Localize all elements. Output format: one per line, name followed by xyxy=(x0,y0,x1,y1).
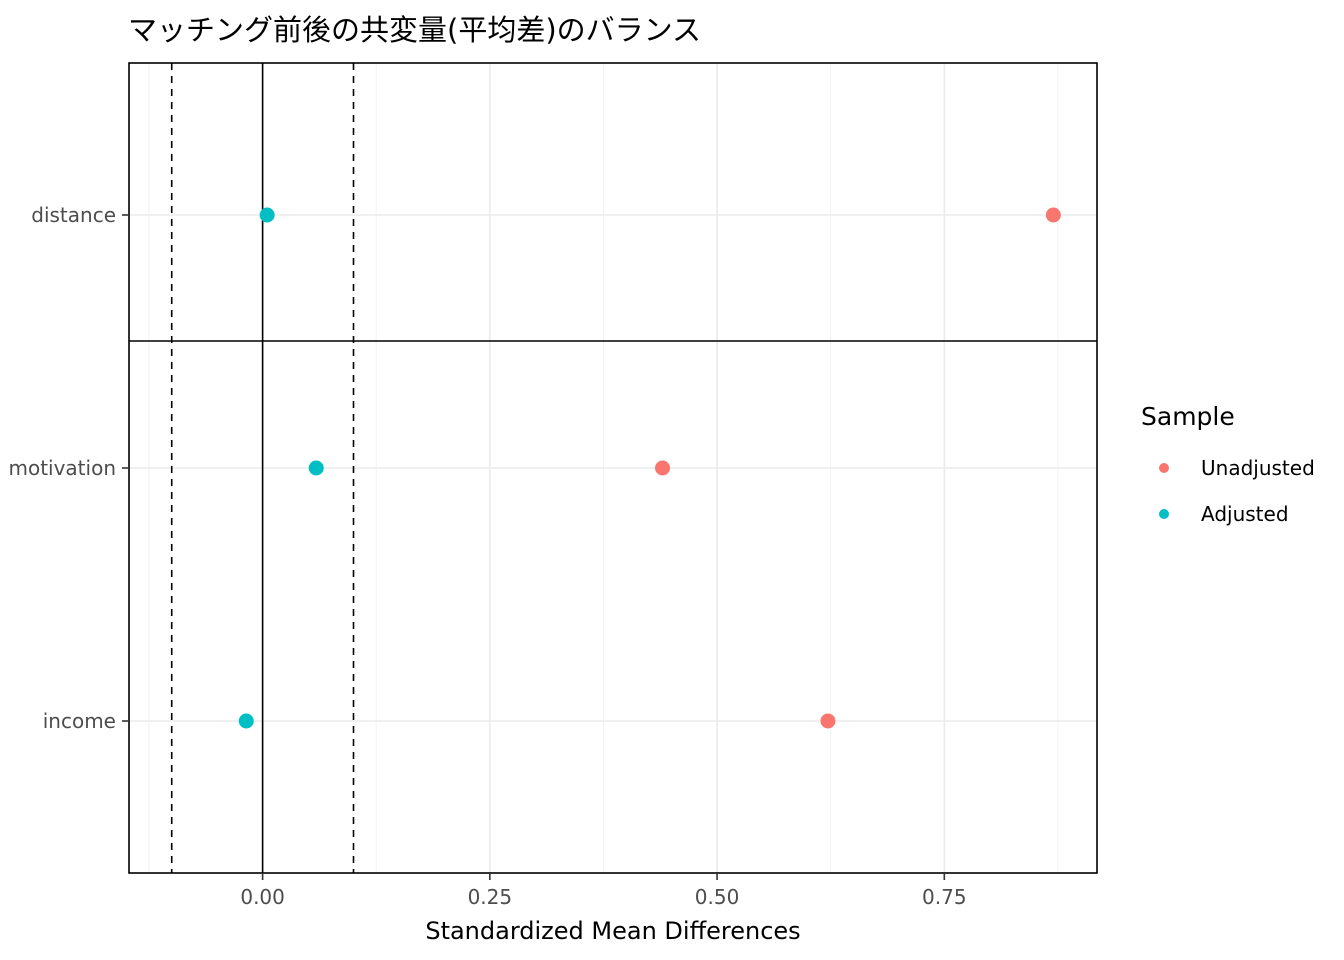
legend-label-unadjusted: Unadjusted xyxy=(1201,456,1315,480)
y-tick-label: income xyxy=(43,709,116,733)
legend-key-adjusted xyxy=(1159,509,1169,519)
y-tick-label: motivation xyxy=(8,456,116,480)
x-tick-label: 0.75 xyxy=(922,885,967,909)
point-adjusted-motivation xyxy=(308,460,324,476)
point-adjusted-income xyxy=(238,713,254,729)
legend-title: Sample xyxy=(1141,402,1235,431)
x-tick-label: 0.00 xyxy=(240,885,285,909)
x-tick-label: 0.50 xyxy=(695,885,740,909)
legend-label-adjusted: Adjusted xyxy=(1201,502,1289,526)
point-adjusted-distance xyxy=(259,207,275,223)
plot-area: distance motivation income 0.00 0.25 0.50 0.75 xyxy=(8,62,1098,909)
point-unadjusted-distance xyxy=(1045,207,1061,223)
legend-key-unadjusted xyxy=(1159,463,1169,473)
point-unadjusted-income xyxy=(820,713,836,729)
point-unadjusted-motivation xyxy=(655,460,671,476)
y-tick-label: distance xyxy=(31,203,116,227)
chart-title: マッチング前後の共変量(平均差)のバランス xyxy=(128,13,701,47)
legend: Sample Unadjusted Adjusted xyxy=(1141,402,1315,526)
x-tick-label: 0.25 xyxy=(468,885,513,909)
x-axis-title: Standardized Mean Differences xyxy=(425,917,800,945)
